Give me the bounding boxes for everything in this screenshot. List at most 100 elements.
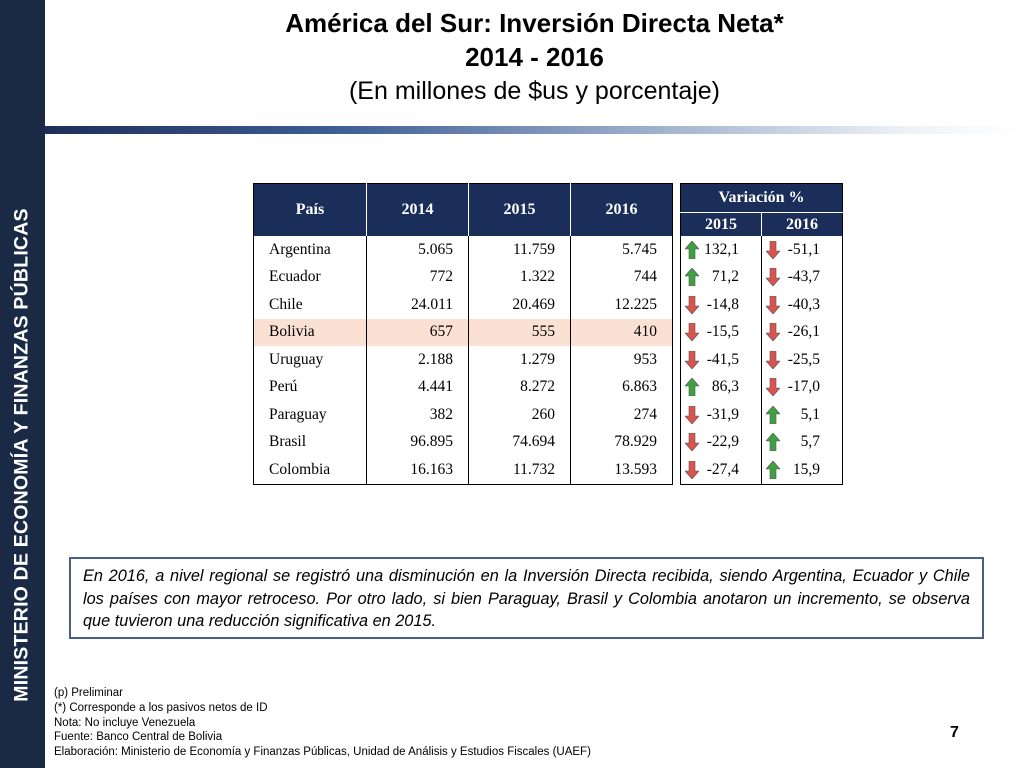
variation-cell: -40,3 <box>762 291 843 319</box>
value-cell: 24.011 <box>366 291 469 319</box>
value-cell: 5.065 <box>366 236 469 264</box>
value-cell: 382 <box>366 401 469 429</box>
variation-value: -17,0 <box>787 378 820 396</box>
value-cell: 12.225 <box>614 295 657 313</box>
variation-cell: -26,1 <box>762 319 843 347</box>
variation-row: -14,8 -40,3 <box>680 291 843 319</box>
variation-table: Variación % 2015 2016 132,1 -51,1 71,2 -43,… <box>680 183 843 485</box>
value-cell: 11.759 <box>468 236 571 264</box>
country-cell: Bolivia <box>253 318 367 346</box>
variation-value: -27,4 <box>706 460 739 478</box>
analysis-note: En 2016, a nivel regional se registró un… <box>69 557 984 639</box>
variation-value: 5,7 <box>800 433 820 451</box>
arrow-down-icon <box>766 323 780 342</box>
table-row: Uruguay 2.188 1.279 953 <box>253 346 673 374</box>
value-cell: 260 <box>468 401 571 429</box>
arrow-down-icon <box>685 295 699 314</box>
country-cell: Brasil <box>253 428 367 456</box>
country-cell: Colombia <box>253 456 367 484</box>
value-cell: 410 <box>570 318 673 346</box>
variation-value: -15,5 <box>706 323 739 341</box>
header-country: País <box>253 183 367 236</box>
value-cell: 74.694 <box>468 428 571 456</box>
variation-value: 5,1 <box>800 405 820 423</box>
arrow-up-icon <box>685 240 699 259</box>
arrow-down-icon <box>766 240 780 259</box>
sidebar: MINISTERIO DE ECONOMÍA Y FINANZAS PÚBLIC… <box>0 0 45 768</box>
arrow-up-icon <box>766 433 780 452</box>
variation-row: -31,9 5,1 <box>680 401 843 429</box>
arrow-down-icon <box>685 460 699 479</box>
variation-cell: -15,5 <box>680 318 762 346</box>
value-cell: 1.279 <box>468 346 571 374</box>
footnote-note: Nota: No incluye Venezuela <box>54 716 196 729</box>
table-row: Chile 24.011 20.469 12.225 <box>253 291 673 319</box>
header-var-2016: 2016 <box>761 212 843 236</box>
arrow-down-icon <box>685 350 699 369</box>
header-variation: Variación % <box>680 183 843 213</box>
variation-cell: -31,9 <box>680 401 762 429</box>
arrow-up-icon <box>766 460 780 479</box>
value-cell: 657 <box>366 318 469 346</box>
header-2016: 2016 <box>570 183 673 236</box>
arrow-down-icon <box>685 433 699 452</box>
value-cell: 1.322 <box>468 263 571 291</box>
country-cell: Uruguay <box>253 346 367 374</box>
value-cell: 6.863 <box>622 378 657 396</box>
arrow-down-icon <box>766 295 780 314</box>
table-row: Bolivia 657 555 410 <box>253 318 673 346</box>
variation-cell: 71,2 <box>680 263 762 291</box>
footnotes: (p) Preliminar (*) Corresponde a los pas… <box>54 686 591 760</box>
value-cell: 744 <box>633 268 657 286</box>
table-row: Colombia 16.163 11.732 13.593 <box>253 456 673 484</box>
variation-row: 71,2 -43,7 <box>680 263 843 291</box>
variation-cell: -14,8 <box>680 291 762 319</box>
country-cell: Ecuador <box>253 263 367 291</box>
variation-value: 132,1 <box>704 240 739 258</box>
value-cell: 13.593 <box>614 460 657 478</box>
country-cell: Perú <box>253 373 367 401</box>
variation-value: -14,8 <box>706 295 739 313</box>
value-cell: 8.272 <box>468 373 571 401</box>
header-var-2015: 2015 <box>680 212 762 236</box>
arrow-down-icon <box>685 323 699 342</box>
variation-cell: -27,4 <box>680 456 762 484</box>
arrow-up-icon <box>685 378 699 397</box>
variation-cell: 5,7 <box>762 429 843 457</box>
value-cell: 772 <box>366 263 469 291</box>
arrow-down-icon <box>766 268 780 287</box>
variation-row: 86,3 -17,0 <box>680 373 843 402</box>
variation-value: -40,3 <box>787 295 820 313</box>
page-number: 7 <box>950 724 959 741</box>
value-cell: 20.469 <box>468 291 571 319</box>
variation-cell: 86,3 <box>680 373 762 401</box>
header-2014: 2014 <box>366 183 469 236</box>
footnote-source: Fuente: Banco Central de Bolivia <box>54 731 223 744</box>
value-cell: 16.163 <box>366 456 469 484</box>
value-cell: 5.745 <box>622 240 657 258</box>
table-row: Brasil 96.895 74.694 78.929 <box>253 428 673 456</box>
variation-row: -41,5 -25,5 <box>680 346 843 374</box>
variation-cell: 132,1 <box>680 236 762 264</box>
variation-cell: -25,5 <box>762 346 843 374</box>
variation-cell: -17,0 <box>762 374 843 402</box>
table-row: Paraguay 382 260 274 <box>253 401 673 429</box>
variation-value: 15,9 <box>792 460 820 478</box>
footnote-preliminary: (p) Preliminar <box>54 687 124 699</box>
variation-row: -22,9 5,7 <box>680 428 843 457</box>
value-cell: 4.441 <box>366 373 469 401</box>
arrow-down-icon <box>685 405 699 424</box>
arrow-down-icon <box>766 350 780 369</box>
title-divider <box>45 126 1024 134</box>
page-subtitle: (En millones de $us y porcentaje) <box>348 77 721 105</box>
page-title-years: 2014 - 2016 <box>465 42 604 72</box>
table-body: Argentina 5.065 11.759 5.745 Ecuador 772 1.322… <box>253 236 673 484</box>
variation-body: 132,1 -51,1 71,2 -43,7 -14,8 -40,3 -15,5 -26,1-… <box>680 236 843 484</box>
value-cell: 78.929 <box>614 433 657 451</box>
value-cell: 11.732 <box>468 456 571 484</box>
arrow-down-icon <box>766 378 780 397</box>
value-cell: 555 <box>468 318 571 346</box>
variation-row: 132,1 -51,1 <box>680 236 843 264</box>
page-title: América del Sur: Inversión Directa Neta* <box>285 8 784 38</box>
variation-cell: -41,5 <box>680 346 762 374</box>
